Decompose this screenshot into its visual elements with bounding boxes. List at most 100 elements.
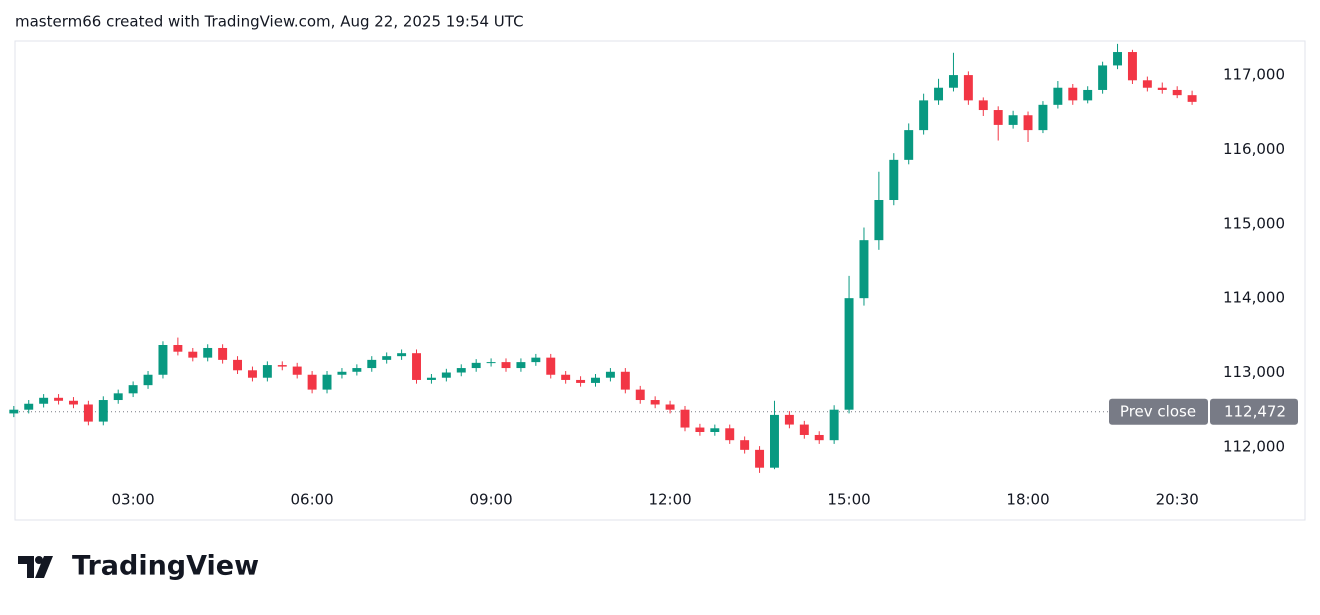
chart-frame xyxy=(14,40,1306,521)
candle-body xyxy=(441,372,451,378)
candle-body xyxy=(859,240,869,299)
y-tick-label: 112,000 xyxy=(1223,437,1285,455)
candle-body xyxy=(799,424,809,435)
candle-body xyxy=(889,159,899,201)
candle-body xyxy=(501,362,511,369)
candle-body xyxy=(262,365,272,378)
candle-body xyxy=(546,357,556,375)
x-tick-label: 18:00 xyxy=(1006,491,1049,509)
candle-body xyxy=(98,400,108,422)
candle-body xyxy=(307,374,317,390)
candle-body xyxy=(620,371,630,390)
y-tick-label: 116,000 xyxy=(1223,140,1285,158)
candle-body xyxy=(158,345,168,375)
candle-body xyxy=(486,362,496,364)
candle-body xyxy=(113,393,123,401)
candle-body xyxy=(1187,95,1197,102)
brand: TradingView xyxy=(72,551,259,582)
candle-body xyxy=(128,385,138,394)
x-tick-label: 06:00 xyxy=(290,491,333,509)
y-tick-label: 115,000 xyxy=(1223,214,1285,232)
candle-body xyxy=(143,374,153,386)
candle-body xyxy=(650,400,660,405)
candle-body xyxy=(83,404,93,422)
candle-body xyxy=(1098,65,1108,90)
candle-body xyxy=(919,100,929,131)
candle-body xyxy=(844,298,854,410)
x-tick-label: 15:00 xyxy=(827,491,870,509)
candle-body xyxy=(874,200,884,241)
candle-body xyxy=(1068,87,1078,101)
prev-close-tag xyxy=(1109,398,1208,425)
candle-body xyxy=(770,414,779,468)
candle-body xyxy=(233,359,243,371)
candle-body xyxy=(471,362,481,369)
candle-body xyxy=(247,370,257,378)
candle-body xyxy=(934,87,944,101)
prev-close-value: 112,472 xyxy=(1224,402,1286,420)
candle-body xyxy=(1008,115,1018,125)
candle-body xyxy=(188,351,198,358)
candle-body xyxy=(412,353,421,380)
candle-body xyxy=(24,403,34,410)
candle-body xyxy=(1083,89,1093,101)
candle-body xyxy=(39,397,49,404)
candle-body xyxy=(292,366,302,375)
candle-body xyxy=(710,428,720,433)
candle-body xyxy=(1053,87,1063,105)
candle-body xyxy=(665,404,675,410)
candle-body xyxy=(814,434,824,441)
candle-body xyxy=(367,359,377,369)
candle-body xyxy=(1127,52,1137,81)
candle-body xyxy=(218,347,228,360)
candle-body xyxy=(829,409,839,441)
header: masterm66 created with TradingView.com, … xyxy=(15,13,524,31)
candle-body xyxy=(352,368,362,372)
candle-body xyxy=(561,374,571,380)
candle-body xyxy=(784,414,794,425)
candle-body xyxy=(456,368,466,373)
candle-body xyxy=(740,440,750,450)
candle-body xyxy=(173,345,183,352)
x-tick-label: 09:00 xyxy=(469,491,512,509)
candle-body xyxy=(54,397,64,401)
candle-body xyxy=(337,371,347,375)
candle-body xyxy=(1142,80,1152,88)
candle-body xyxy=(426,377,436,380)
y-tick-label: 114,000 xyxy=(1223,289,1285,307)
candle-body xyxy=(1113,52,1123,66)
y-tick-label: 117,000 xyxy=(1223,66,1285,84)
candle-body xyxy=(322,374,332,390)
candle-body xyxy=(591,377,600,383)
candle-body xyxy=(680,409,690,428)
candle-body xyxy=(576,379,586,383)
x-tick-label: 03:00 xyxy=(112,491,155,509)
candle-body xyxy=(68,400,78,405)
candle-body xyxy=(963,75,973,101)
candle-body xyxy=(397,353,407,357)
candle-body xyxy=(382,356,392,360)
candle-body xyxy=(1157,87,1167,90)
candle-body xyxy=(948,75,958,88)
candle-body xyxy=(605,371,615,378)
candle-body xyxy=(725,428,735,441)
candle-body xyxy=(1172,89,1182,96)
x-tick-label: 20:30 xyxy=(1156,491,1199,509)
y-tick-label: 113,000 xyxy=(1223,363,1285,381)
candle-body xyxy=(277,365,287,367)
x-tick-label: 12:00 xyxy=(648,491,691,509)
candle-body xyxy=(1023,115,1033,131)
candle-body xyxy=(993,110,1003,125)
candle-body xyxy=(1038,104,1048,131)
prev-close-value-tag xyxy=(1210,398,1298,425)
prev-close-name: Prev close xyxy=(1120,402,1196,420)
logo xyxy=(18,556,53,578)
candle-body xyxy=(9,409,19,414)
candle-body xyxy=(978,100,988,111)
candle-body xyxy=(531,357,541,363)
candle-body xyxy=(516,362,526,369)
candle-body xyxy=(203,347,213,358)
candle-body xyxy=(635,389,645,401)
candle-body xyxy=(904,130,914,160)
